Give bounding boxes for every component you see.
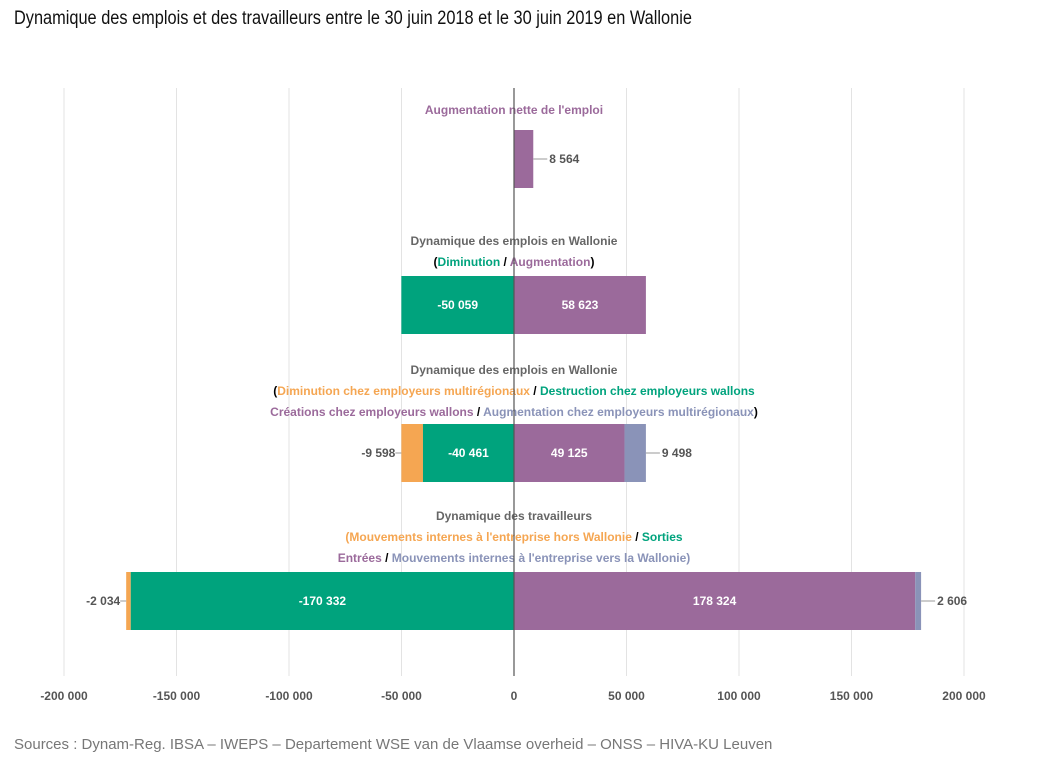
bar-segment: [514, 572, 916, 630]
x-tick-label: 0: [511, 689, 518, 703]
x-tick-label: 50 000: [608, 689, 645, 703]
bar-segment: [624, 424, 646, 482]
bar-segment: [514, 276, 646, 334]
group-header-part: Créations chez employeurs wallons: [270, 405, 474, 419]
bar-value-label: -50 059: [437, 298, 478, 312]
x-tick-label: -50 000: [381, 689, 422, 703]
bar-segment: [915, 572, 922, 630]
group-header-part: /: [382, 551, 392, 565]
group-header-part: /: [530, 384, 540, 398]
bar-segment: [401, 276, 514, 334]
x-tick-label: -150 000: [153, 689, 201, 703]
bar-value-label: 2 606: [937, 594, 967, 608]
bar-value-label: -170 332: [299, 594, 347, 608]
group-header-part: Diminution: [438, 255, 501, 269]
bar-segment: [514, 130, 534, 188]
bar-segment: [126, 572, 131, 630]
group-header-part: Sorties: [642, 530, 683, 544]
group-header-part: Augmentation: [510, 255, 591, 269]
group-header-part: Augmentation chez employeurs multirégion…: [483, 405, 754, 419]
group-header-part: Destruction chez employeurs wallons: [540, 384, 755, 398]
x-tick-label: -100 000: [265, 689, 313, 703]
group-header-part: ): [754, 405, 758, 419]
bar-value-label: 8 564: [549, 152, 579, 166]
group-header-line: (Mouvements internes à l'entreprise hors…: [345, 530, 683, 544]
group-header-line: (Diminution / Augmentation): [434, 255, 595, 269]
bar-value-label: 9 498: [662, 446, 692, 460]
group-header-part: (Mouvements internes à l'entreprise hors…: [345, 530, 632, 544]
bar-segment: [130, 572, 515, 630]
bar-value-label: -2 034: [86, 594, 120, 608]
chart-source: Sources : Dynam-Reg. IBSA – IWEPS – Depa…: [14, 736, 773, 753]
group-header-part: (: [434, 255, 438, 269]
group-header-part: Mouvements internes à l'entreprise vers …: [392, 551, 691, 565]
group-header-part: ): [590, 255, 594, 269]
group-header-part: /: [474, 405, 484, 419]
group-header-line: Entrées / Mouvements internes à l'entrep…: [338, 551, 691, 565]
group-header-part: Entrées: [338, 551, 382, 565]
bar-segment: [401, 424, 423, 482]
chart-title: Dynamique des emplois et des travailleur…: [14, 8, 692, 29]
group-header-part: (: [273, 384, 277, 398]
x-tick-label: 100 000: [717, 689, 761, 703]
bar-value-label: 49 125: [551, 446, 588, 460]
x-tick-label: 150 000: [830, 689, 874, 703]
bar-segment: [514, 424, 625, 482]
group-header-line: Créations chez employeurs wallons / Augm…: [270, 405, 758, 419]
bar-value-label: 178 324: [693, 594, 737, 608]
bar-value-label: -9 598: [361, 446, 395, 460]
bar-value-label: -40 461: [448, 446, 489, 460]
bar-segment: [422, 424, 514, 482]
x-tick-label: -200 000: [40, 689, 88, 703]
group-header-part: /: [632, 530, 642, 544]
group-header-part: /: [500, 255, 510, 269]
group-header-part: Diminution chez employeurs multirégionau…: [277, 384, 530, 398]
x-tick-label: 200 000: [942, 689, 986, 703]
group-header-line: (Diminution chez employeurs multirégiona…: [273, 384, 755, 398]
bar-value-label: 58 623: [562, 298, 599, 312]
